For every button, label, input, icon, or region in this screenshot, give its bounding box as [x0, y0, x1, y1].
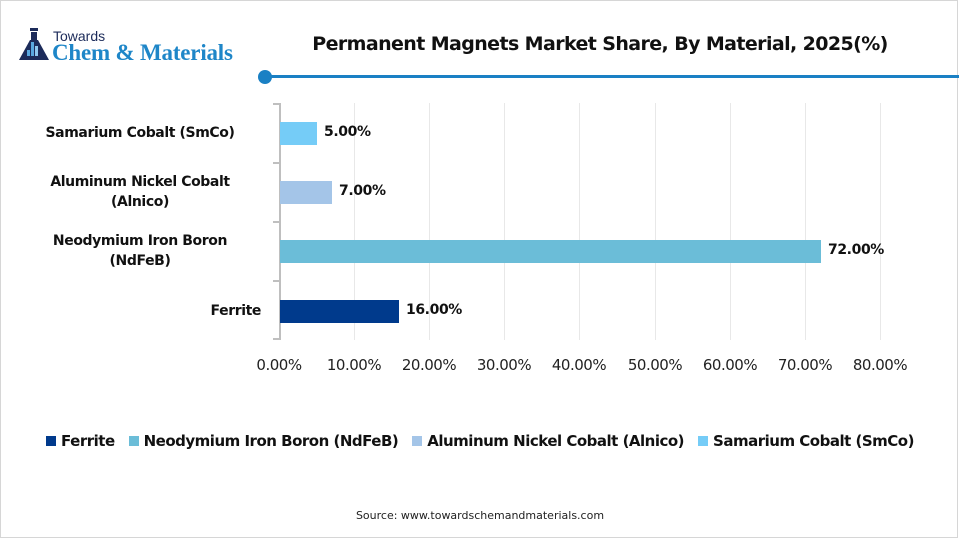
bar-ndfeb [280, 240, 821, 263]
gridline [655, 103, 656, 340]
bar-ferrite [280, 300, 399, 323]
category-label-line: (NdFeB) [109, 253, 171, 269]
category-label-alnico: Aluminum Nickel Cobalt (Alnico) [20, 172, 260, 212]
x-tick-label: 50.00% [627, 356, 683, 374]
legend-item-alnico[interactable]: Aluminum Nickel Cobalt (Alnico) [412, 432, 685, 450]
x-tick-label: 0.00% [256, 356, 302, 374]
bar-smco [280, 122, 317, 145]
bar-value-alnico: 7.00% [339, 183, 386, 199]
gridline [429, 103, 430, 340]
gridline [805, 103, 806, 340]
legend-item-ferrite[interactable]: Ferrite [46, 432, 115, 450]
y-axis-tick [273, 162, 279, 164]
x-tick-label: 30.00% [476, 356, 532, 374]
x-tick-label: 20.00% [401, 356, 457, 374]
category-label-smco: Samarium Cobalt (SmCo) [20, 123, 260, 143]
x-tick-label: 60.00% [702, 356, 758, 374]
bar-value-smco: 5.00% [324, 124, 371, 140]
category-label-ferrite: Ferrite [20, 301, 262, 321]
brand-top-text: Towards [53, 28, 106, 44]
y-axis-tick [273, 103, 279, 105]
source-note: Source: www.towardschemandmaterials.com [355, 509, 605, 522]
legend-label: Samarium Cobalt (SmCo) [713, 432, 914, 450]
legend-item-smco[interactable]: Samarium Cobalt (SmCo) [698, 432, 914, 450]
title-rule-dot [258, 70, 272, 84]
x-tick-label: 80.00% [852, 356, 908, 374]
x-tick-label: 10.00% [326, 356, 382, 374]
flask-icon [19, 28, 49, 60]
gridline [730, 103, 731, 340]
x-tick-label: 40.00% [551, 356, 607, 374]
legend-swatch-icon [412, 436, 423, 446]
brand-logo: Towards Chem & Materials [18, 26, 258, 66]
category-label-ndfeb: Neodymium Iron Boron (NdFeB) [20, 231, 260, 271]
y-axis-tick [273, 221, 279, 223]
gridline [504, 103, 505, 340]
chart-legend: Ferrite Neodymium Iron Boron (NdFeB) Alu… [0, 432, 960, 450]
category-label-line: Samarium Cobalt (SmCo) [45, 125, 235, 141]
bar-value-ferrite: 16.00% [406, 302, 462, 318]
category-label-line: Neodymium Iron Boron [52, 233, 228, 249]
y-axis-line [279, 103, 281, 340]
legend-swatch-icon [128, 436, 139, 446]
legend-label: Aluminum Nickel Cobalt (Alnico) [427, 432, 685, 450]
gridline [579, 103, 580, 340]
bar-alnico [280, 181, 332, 204]
y-axis-tick [273, 280, 279, 282]
legend-label: Neodymium Iron Boron (NdFeB) [143, 432, 399, 450]
y-axis-tick [273, 338, 279, 340]
title-rule [265, 75, 959, 78]
bar-value-ndfeb: 72.00% [828, 242, 884, 258]
plot-area: 5.00% 7.00% 72.00% 16.00% [273, 103, 899, 340]
legend-swatch-icon [46, 436, 57, 446]
gridline [354, 103, 355, 340]
legend-swatch-icon [698, 436, 709, 446]
category-label-line: Aluminum Nickel Cobalt [50, 174, 230, 190]
x-tick-label: 70.00% [777, 356, 833, 374]
legend-item-ndfeb[interactable]: Neodymium Iron Boron (NdFeB) [128, 432, 399, 450]
chart-title: Permanent Magnets Market Share, By Mater… [312, 33, 888, 55]
category-label-line: (Alnico) [111, 194, 169, 210]
category-label-line: Ferrite [210, 303, 262, 319]
legend-label: Ferrite [61, 432, 115, 450]
brand-main-text: Chem & Materials [52, 40, 233, 65]
gridline [880, 103, 881, 340]
